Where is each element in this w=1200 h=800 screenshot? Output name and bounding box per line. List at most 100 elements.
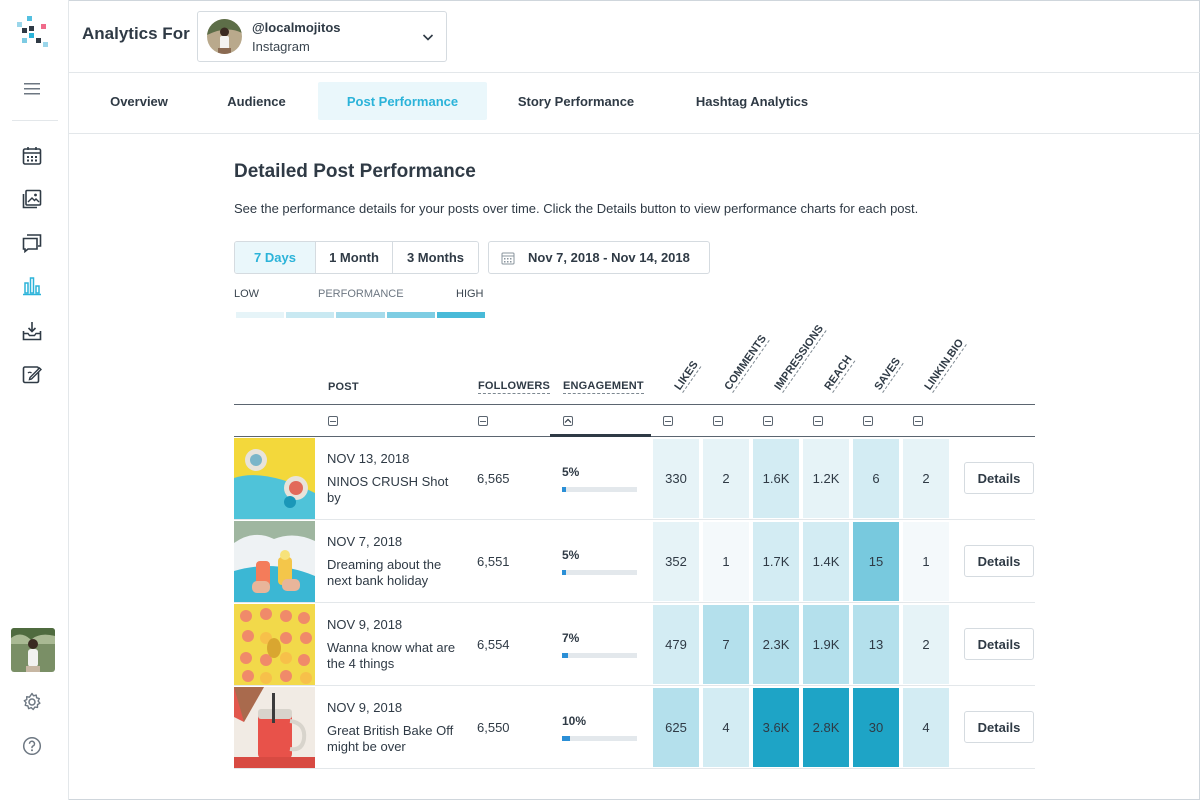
chevron-down-icon[interactable] [422, 32, 434, 42]
linkinbio-cell: 4 [903, 688, 949, 767]
likes-cell: 330 [653, 439, 699, 518]
user-avatar[interactable] [11, 628, 55, 672]
post-date: NOV 7, 2018 [327, 534, 403, 549]
page-description: See the performance details for your pos… [234, 201, 919, 216]
sort-comments-icon[interactable] [713, 416, 723, 426]
legend-low-label: LOW [234, 288, 260, 300]
date-range-text: Nov 7, 2018 - Nov 14, 2018 [528, 250, 690, 265]
table-row: NOV 9, 2018 Great British Bake Off might… [234, 686, 1035, 769]
engagement-value: 5% [562, 548, 580, 562]
legend-high-label: HIGH [456, 288, 484, 300]
column-header-followers[interactable]: FOLLOWERS [478, 380, 551, 394]
comments-cell: 4 [703, 688, 749, 767]
logo-icon[interactable] [17, 16, 49, 48]
table-row: NOV 13, 2018 NINOS CRUSH Shot by 6,565 5… [234, 437, 1035, 520]
sort-impressions-icon[interactable] [763, 416, 773, 426]
column-header-engagement[interactable]: ENGAGEMENT [563, 380, 644, 394]
date-range-toggle: 7 Days 1 Month 3 Months [234, 241, 479, 274]
sort-reach-icon[interactable] [813, 416, 823, 426]
active-sort-underline [550, 434, 651, 437]
media-library-icon[interactable] [21, 188, 43, 210]
followers-value: 6,550 [477, 720, 510, 735]
settings-gear-icon[interactable] [21, 691, 43, 713]
page-title: Detailed Post Performance [234, 161, 476, 182]
engagement-bar-fill [562, 487, 567, 492]
account-network: Instagram [252, 39, 310, 54]
likes-cell: 479 [653, 605, 699, 684]
engagement-value: 5% [562, 465, 580, 479]
details-button[interactable]: Details [964, 628, 1034, 660]
legend-performance-label: PERFORMANCE [318, 288, 404, 300]
linkinbio-cell: 1 [903, 522, 949, 601]
details-button[interactable]: Details [964, 545, 1034, 577]
table-row: NOV 7, 2018 Dreaming about the next bank… [234, 520, 1035, 603]
engagement-bar [562, 736, 637, 741]
post-thumbnail[interactable] [234, 521, 315, 602]
date-range-picker[interactable]: Nov 7, 2018 - Nov 14, 2018 [488, 241, 710, 274]
followers-value: 6,554 [477, 637, 510, 652]
linkinbio-cell: 2 [903, 439, 949, 518]
tab-overview[interactable]: Overview [110, 93, 168, 109]
analytics-icon[interactable] [21, 275, 43, 297]
engagement-value: 10% [562, 714, 587, 728]
impressions-cell: 2.3K [753, 605, 799, 684]
sort-saves-icon[interactable] [863, 416, 873, 426]
post-caption: Dreaming about the next bank holiday [327, 557, 442, 588]
impressions-cell: 1.6K [753, 439, 799, 518]
hamburger-menu-icon[interactable] [24, 82, 42, 96]
range-7-days-button[interactable]: 7 Days [235, 242, 316, 273]
post-thumbnail[interactable] [234, 604, 315, 685]
sort-followers-icon[interactable] [478, 416, 488, 426]
sort-linkinbio-icon[interactable] [913, 416, 923, 426]
linkinbio-cell: 2 [903, 605, 949, 684]
engagement-bar [562, 570, 637, 575]
performance-legend-bar [236, 312, 486, 318]
account-handle: @localmojitos [252, 20, 341, 35]
sort-post-icon[interactable] [328, 416, 338, 426]
engagement-bar-fill [562, 570, 567, 575]
details-button[interactable]: Details [964, 462, 1034, 494]
post-thumbnail[interactable] [234, 438, 315, 519]
range-3-months-button[interactable]: 3 Months [393, 242, 478, 273]
analytics-for-label: Analytics For [82, 24, 190, 43]
calendar-icon [501, 252, 515, 264]
engagement-bar [562, 653, 637, 658]
followers-value: 6,565 [477, 471, 510, 486]
comments-cell: 1 [703, 522, 749, 601]
table-row: NOV 9, 2018 Wanna know what are the 4 th… [234, 603, 1035, 686]
sort-likes-icon[interactable] [663, 416, 673, 426]
sidebar [0, 0, 69, 800]
reach-cell: 1.2K [803, 439, 849, 518]
saves-cell: 6 [853, 439, 899, 518]
link-edit-icon[interactable] [21, 363, 43, 385]
saves-cell: 15 [853, 522, 899, 601]
tab-post-performance[interactable]: Post Performance [318, 82, 487, 120]
download-tray-icon[interactable] [21, 320, 43, 342]
range-1-month-button[interactable]: 1 Month [316, 242, 393, 273]
details-button[interactable]: Details [964, 711, 1034, 743]
saves-cell: 13 [853, 605, 899, 684]
tab-story-performance[interactable]: Story Performance [517, 93, 635, 109]
calendar-icon[interactable] [21, 145, 43, 167]
comments-cell: 2 [703, 439, 749, 518]
tab-audience[interactable]: Audience [227, 93, 286, 109]
sort-engagement-icon[interactable] [563, 416, 573, 426]
post-date: NOV 9, 2018 [327, 700, 403, 715]
account-selector[interactable]: @localmojitos Instagram [197, 11, 447, 62]
column-header-post: POST [328, 381, 359, 393]
engagement-bar [562, 487, 637, 492]
engagement-value: 7% [562, 631, 580, 645]
post-caption: Wanna know what are the 4 things [327, 640, 456, 671]
post-thumbnail[interactable] [234, 687, 315, 768]
engagement-bar-fill [562, 736, 571, 741]
reach-cell: 2.8K [803, 688, 849, 767]
post-caption: NINOS CRUSH Shot by [327, 474, 449, 505]
impressions-cell: 3.6K [753, 688, 799, 767]
sidebar-divider [12, 120, 58, 121]
account-avatar [207, 19, 242, 54]
conversations-icon[interactable] [21, 232, 43, 254]
help-icon[interactable] [21, 735, 43, 757]
tab-hashtag-analytics[interactable]: Hashtag Analytics [695, 93, 809, 109]
table-header-divider [234, 404, 1035, 405]
likes-cell: 625 [653, 688, 699, 767]
